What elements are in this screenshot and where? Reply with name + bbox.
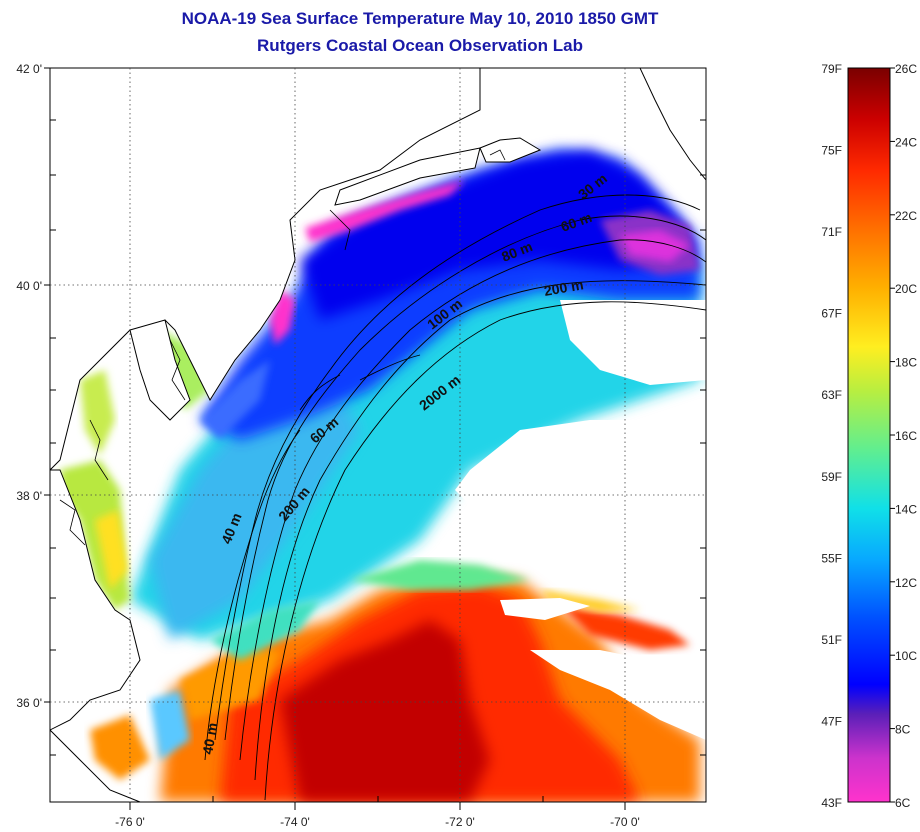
bathymetry-contours <box>204 194 706 801</box>
lon-tick-label: -76 0' <box>115 815 145 829</box>
colorbar-c-tick-label: 8C <box>895 723 911 737</box>
colorbar-c-tick-label: 18C <box>895 356 917 370</box>
lat-tick-label: 36 0' <box>16 696 42 710</box>
colorbar-celsius-scale: 26C 24C 22C 20C 18C 16C 14C 12C 10C 8C 6C <box>890 62 917 810</box>
graticule <box>50 68 706 802</box>
contour-label-40m-south: 40 m <box>199 721 220 755</box>
colorbar-f-tick-label: 67F <box>821 307 842 321</box>
colorbar-gradient <box>847 67 891 803</box>
contour-label-200m: 200 m <box>543 276 585 299</box>
colorbar-c-tick-label: 26C <box>895 62 917 76</box>
colorbar-c-tick-label: 22C <box>895 209 917 223</box>
lat-tick-label: 42 0' <box>16 62 42 76</box>
map-subtitle: Rutgers Coastal Ocean Observation Lab <box>257 36 583 55</box>
sst-image-layer <box>50 68 706 802</box>
colorbar-c-tick-label: 16C <box>895 429 917 443</box>
map-title: NOAA-19 Sea Surface Temperature May 10, … <box>181 9 659 28</box>
lon-tick-label: -70 0' <box>610 815 640 829</box>
colorbar-f-tick-label: 59F <box>821 470 842 484</box>
lon-tick-label: -74 0' <box>280 815 310 829</box>
lat-tick-label: 40 0' <box>16 279 42 293</box>
colorbar-c-tick-label: 6C <box>895 796 911 810</box>
lat-tick-label: 38 0' <box>16 489 42 503</box>
colorbar-f-tick-label: 75F <box>821 144 842 158</box>
coastline-detail <box>59 149 506 546</box>
colorbar-c-tick-label: 10C <box>895 649 917 663</box>
colorbar-f-tick-label: 71F <box>821 225 842 239</box>
colorbar-f-tick-label: 79F <box>821 62 842 76</box>
lon-tick-label: -72 0' <box>445 815 475 829</box>
latitude-axis: 42 0' 40 0' 38 0' 36 0' <box>16 62 706 756</box>
longitude-axis: -76 0' -74 0' -72 0' -70 0' <box>115 796 707 829</box>
colorbar-f-tick-label: 63F <box>821 388 842 402</box>
colorbar: 79F 75F 71F 67F 63F 59F 55F 51F 47F 43F 26C 24C 22C… <box>821 62 917 810</box>
colorbar-f-tick-label: 47F <box>821 714 842 728</box>
colorbar-f-tick-label: 51F <box>821 633 842 647</box>
colorbar-c-tick-label: 14C <box>895 502 917 516</box>
colorbar-c-tick-label: 12C <box>895 576 917 590</box>
colorbar-c-tick-label: 24C <box>895 135 917 149</box>
colorbar-fahrenheit-scale: 79F 75F 71F 67F 63F 59F 55F 51F 47F 43F <box>821 62 842 810</box>
colorbar-f-tick-label: 55F <box>821 551 842 565</box>
colorbar-c-tick-label: 20C <box>895 282 917 296</box>
colorbar-f-tick-label: 43F <box>821 796 842 810</box>
